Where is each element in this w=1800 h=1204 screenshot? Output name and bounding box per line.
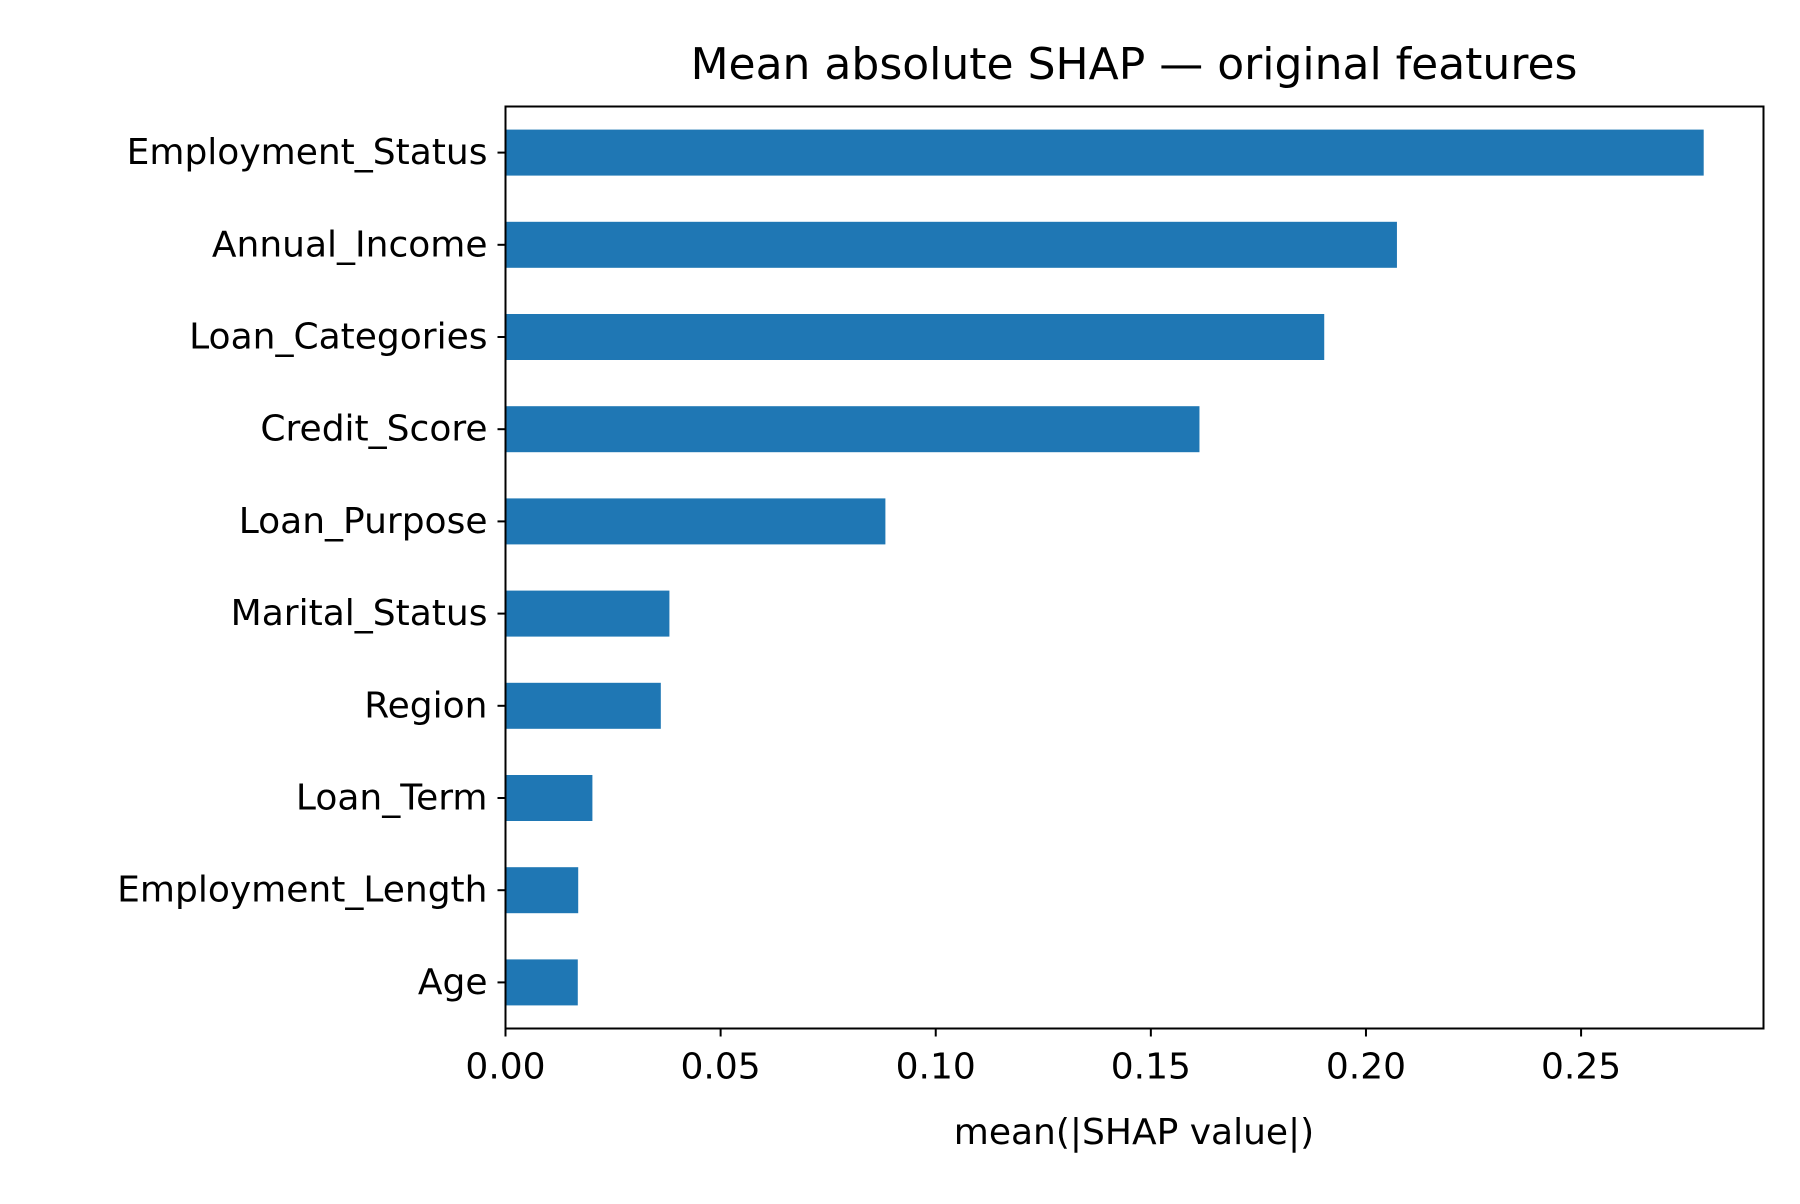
y-tick-label: Employment_Status xyxy=(127,132,488,173)
bar-loan-purpose xyxy=(505,498,886,545)
x-axis-label: mean(|SHAP value|) xyxy=(954,1112,1314,1153)
bar-marital-status xyxy=(505,590,670,637)
bar-loan-categories xyxy=(505,314,1325,360)
bar-annual-income xyxy=(505,221,1397,268)
x-tick-label: 0.25 xyxy=(1541,1047,1621,1088)
x-tick-label: 0.00 xyxy=(465,1047,545,1088)
x-tick-label: 0.20 xyxy=(1326,1047,1406,1088)
bar-loan-term xyxy=(505,775,593,821)
y-tick-label: Marital_Status xyxy=(231,593,488,634)
y-tick-label: Employment_Length xyxy=(117,870,487,911)
x-axis: 0.00 0.05 0.10 0.15 0.20 0.25 xyxy=(465,1028,1621,1088)
plot-frame xyxy=(504,105,1765,1030)
x-tick-label: 0.10 xyxy=(896,1047,976,1088)
y-tick-label: Credit_Score xyxy=(260,409,487,450)
y-tick-label: Annual_Income xyxy=(212,224,488,265)
bars-group xyxy=(505,129,1704,1006)
y-tick-label: Loan_Term xyxy=(296,778,488,819)
x-tick-label: 0.05 xyxy=(681,1047,761,1088)
y-tick-label: Region xyxy=(364,685,487,726)
y-axis: Employment_Status Annual_Income Loan_Categ… xyxy=(117,132,506,1003)
bar-employment-length xyxy=(505,867,579,914)
chart-title: Mean absolute SHAP — original features xyxy=(691,39,1578,90)
y-tick-label: Age xyxy=(418,962,488,1003)
bar-age xyxy=(505,959,578,1006)
y-tick-label: Loan_Categories xyxy=(189,317,487,358)
x-tick-label: 0.15 xyxy=(1111,1047,1191,1088)
y-tick-label: Loan_Purpose xyxy=(239,501,488,542)
bar-employment-status xyxy=(505,129,1704,176)
bar-credit-score xyxy=(505,406,1200,453)
bar-region xyxy=(505,682,661,729)
